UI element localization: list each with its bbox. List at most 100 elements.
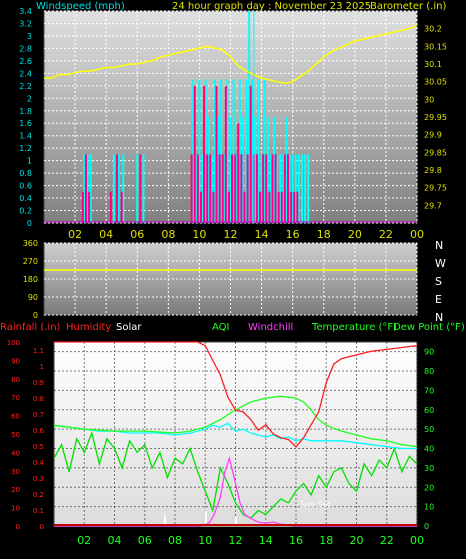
temperature-y-tick-label: 20: [424, 483, 434, 492]
barometer-y-tick-label: 30.05: [424, 78, 447, 87]
rainfall-y-tick-label: 0.8: [33, 395, 44, 403]
rainfall-y-tick-label: 0.5: [33, 443, 44, 451]
rainfall-y-tick-label: 0.2: [33, 491, 44, 499]
wind-y-tick-label: 0: [27, 219, 32, 228]
temperature-y-tick-label: 50: [424, 425, 434, 434]
temperature-y-tick-label: 40: [424, 445, 434, 454]
wind-y-tick-label: 3.4: [19, 7, 32, 16]
temp-x-tick-label: 20: [350, 534, 364, 547]
humidity-y-tick-label: 60: [11, 413, 20, 421]
temp-x-tick-label: 06: [138, 534, 152, 547]
wind-y-tick-label: 3: [27, 32, 32, 41]
legend-temperature: Temperature (°F): [311, 322, 397, 333]
barometer-y-tick-label: 29.75: [424, 184, 447, 193]
compass-direction-label: E: [435, 293, 442, 306]
humidity-y-tick-label: 30: [11, 468, 20, 476]
wind-x-tick-label: 12: [224, 228, 238, 241]
barometer-y-tick-label: 30: [424, 95, 434, 104]
wind-x-tick-label: 04: [99, 228, 113, 241]
wind-y-tick-label: 2.8: [19, 44, 32, 53]
legend-rainfall: Rainfall (.in): [0, 322, 61, 333]
humidity-y-tick-label: 20: [11, 486, 20, 494]
wind-y-tick-label: 2.2: [19, 82, 32, 91]
barometer-y-tick-label: 29.85: [424, 148, 447, 157]
humidity-y-tick-label: 40: [11, 449, 20, 457]
wind-y-tick-label: 1: [27, 157, 32, 166]
rainfall-y-tick-label: 0.4: [33, 459, 45, 467]
wind-y-tick-label: 2: [27, 94, 32, 103]
temperature-y-tick-label: 80: [424, 367, 434, 376]
barometer-y-tick-label: 29.7: [424, 201, 442, 210]
wind-y-tick-label: 1.8: [19, 107, 32, 116]
wind-axis-title: Windspeed (mph): [36, 1, 125, 12]
wind-y-tick-label: 0.6: [19, 182, 32, 191]
barometer-axis-title: Barometer (.in): [370, 1, 446, 12]
temperature-f-line: [53, 395, 418, 448]
direction-y-tick-label: 0: [33, 311, 38, 320]
wind-x-tick-label: 00: [410, 228, 424, 241]
graph-title: 24 hour graph day : November 23 2025: [172, 1, 371, 12]
solar-line: [54, 510, 417, 527]
rainfall-y-tick-label: 0.3: [33, 475, 44, 483]
temp-x-tick-label: 16: [289, 534, 303, 547]
humidity-y-tick-label: 0: [16, 523, 20, 531]
wind-x-tick-label: 08: [161, 228, 175, 241]
temperature-y-tick-label: 90: [424, 348, 434, 357]
temp-x-tick-label: 08: [168, 534, 182, 547]
barometer-y-tick-label: 29.95: [424, 113, 447, 122]
wind-y-tick-label: 2.4: [19, 69, 32, 78]
wind-y-tick-label: 0.2: [19, 207, 32, 216]
barometer-y-tick-label: 30.2: [424, 25, 442, 34]
legend-solar: Solar: [116, 322, 142, 333]
rainfall-y-tick-label: 0.1: [33, 507, 44, 515]
temp-x-tick-label: 10: [198, 534, 212, 547]
direction-y-tick-label: 90: [28, 293, 38, 302]
wind-x-tick-label: 16: [286, 228, 300, 241]
temp-x-tick-label: 12: [229, 534, 243, 547]
compass-direction-label: N: [435, 311, 443, 324]
humidity-y-tick-label: 80: [11, 376, 20, 384]
wind-x-tick-label: 10: [192, 228, 206, 241]
temp-x-tick-label: 18: [319, 534, 333, 547]
wind-y-tick-label: 2.6: [19, 57, 32, 66]
barometer-y-tick-label: 29.9: [424, 131, 442, 140]
aqi-line: [53, 430, 418, 520]
rainfall-y-tick-label: 1: [40, 363, 44, 371]
wind-x-tick-label: 06: [130, 228, 144, 241]
compass-direction-label: N: [435, 239, 443, 252]
temperature-y-tick-label: 70: [424, 386, 434, 395]
temp-x-tick-label: 04: [108, 534, 122, 547]
rainfall-y-tick-label: 1.1: [33, 347, 44, 355]
temperature-y-tick-label: 10: [424, 503, 434, 512]
legend-windchill: Windchill: [248, 322, 293, 333]
wind-y-tick-label: 3.2: [19, 19, 32, 28]
compass-direction-label: S: [435, 275, 442, 288]
temp-x-tick-label: 02: [77, 534, 91, 547]
humidity-y-tick-label: 100: [7, 339, 20, 347]
humidity-y-tick-label: 50: [11, 431, 20, 439]
dew-point-f-line: [53, 422, 417, 450]
humidity-y-tick-label: 90: [11, 357, 20, 365]
wind-x-tick-label: 14: [255, 228, 269, 241]
wind-x-tick-label: 18: [317, 228, 331, 241]
rainfall-y-tick-label: 0: [40, 523, 44, 531]
temp-x-tick-label: 00: [410, 534, 424, 547]
humidity-y-tick-label: 10: [11, 505, 20, 513]
rainfall-y-tick-label: 0.6: [33, 427, 45, 435]
wind-y-tick-label: 0.8: [19, 169, 32, 178]
barometer-line: [44, 24, 418, 85]
legend-dewpoint: Dew Point (°F): [393, 322, 465, 333]
humidity-line: [54, 341, 418, 448]
legend-humidity: Humidity: [66, 322, 111, 333]
wind-y-tick-label: 1.6: [19, 119, 32, 128]
legend-aqi: AQI: [212, 322, 230, 333]
wind-x-tick-label: 02: [68, 228, 82, 241]
wind-y-tick-label: 1.2: [19, 144, 32, 153]
direction-y-tick-label: 270: [23, 257, 38, 266]
temp-x-tick-label: 22: [380, 534, 394, 547]
wind-y-tick-label: 0.4: [19, 194, 32, 203]
wind-x-tick-label: 20: [348, 228, 362, 241]
humidity-y-tick-label: 70: [11, 394, 20, 402]
wind-x-tick-label: 22: [379, 228, 393, 241]
